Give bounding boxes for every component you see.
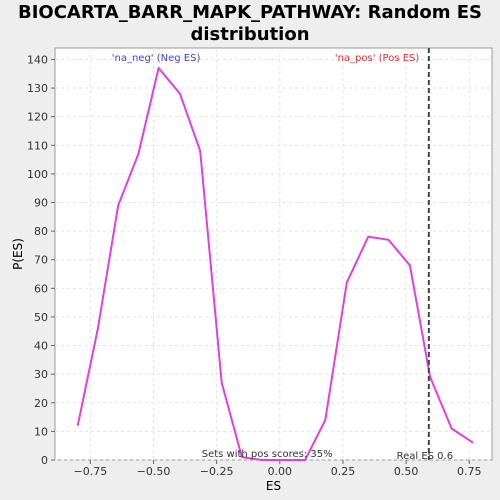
y-tick-label: 120	[27, 111, 48, 124]
chart-title: BIOCARTA_BARR_MAPK_PATHWAY: Random ES di…	[0, 2, 500, 46]
y-tick-label: 140	[27, 53, 48, 66]
y-tick-label: 10	[34, 425, 48, 438]
y-tick-label: 70	[34, 254, 48, 267]
y-tick-label: 50	[34, 311, 48, 324]
footnote-pos-scores: Sets with pos scores: 35%	[202, 449, 333, 460]
x-tick-label: 0.25	[331, 465, 356, 478]
y-tick-label: 80	[34, 225, 48, 238]
y-tick-label: 60	[34, 282, 48, 295]
plot-area	[54, 47, 493, 461]
annotation-pos-es: 'na_pos' (Pos ES)	[335, 53, 420, 64]
annotation-neg-es: 'na_neg' (Neg ES)	[112, 53, 201, 64]
chart-title-line-1: BIOCARTA_BARR_MAPK_PATHWAY: Random ES	[17, 2, 483, 23]
y-tick-label: 30	[34, 368, 48, 381]
x-tick-label: −0.50	[137, 465, 171, 478]
real-es-label: Real ES 0.6	[397, 451, 453, 462]
x-tick-label: 0.00	[268, 465, 293, 478]
y-tick-label: 110	[27, 139, 48, 152]
series-layer	[76, 67, 474, 461]
x-axis-label: ES	[266, 479, 281, 493]
y-tick-label: 130	[27, 82, 48, 95]
y-tick-label: 20	[34, 397, 48, 410]
grid-lines	[55, 48, 492, 461]
chart-title-line-2: distribution	[190, 24, 310, 45]
x-tick-label: 0.50	[394, 465, 419, 478]
y-tick-label: 0	[41, 454, 48, 467]
y-tick-label: 40	[34, 340, 48, 353]
y-tick-label: 90	[34, 197, 48, 210]
x-tick-label: −0.25	[200, 465, 234, 478]
y-tick-label: 100	[27, 168, 48, 181]
axis-ticks: 0 10 20 30 40 50 60 70 80 90 100 110 120 130 140 −0.75 −…	[27, 53, 482, 478]
x-tick-label: 0.75	[457, 465, 482, 478]
x-tick-label: −0.75	[74, 465, 108, 478]
es-distribution-line	[76, 67, 474, 461]
y-axis-label: P(ES)	[11, 238, 25, 270]
